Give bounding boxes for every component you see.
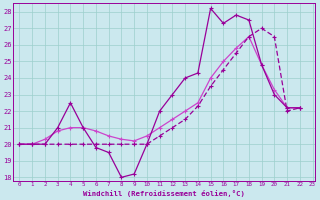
X-axis label: Windchill (Refroidissement éolien,°C): Windchill (Refroidissement éolien,°C) bbox=[83, 190, 245, 197]
